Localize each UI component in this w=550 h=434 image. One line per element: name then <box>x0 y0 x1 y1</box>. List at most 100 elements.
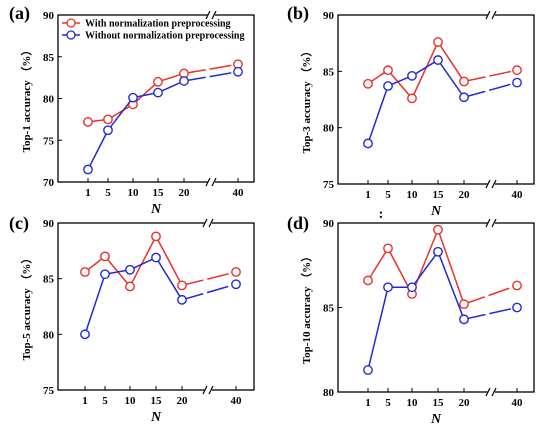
data-point <box>383 65 393 76</box>
data-point <box>151 231 161 242</box>
axis-break-mark <box>485 179 491 189</box>
x-tick-label: 15 <box>153 187 165 199</box>
x-tick-label: 40 <box>512 189 524 201</box>
data-point <box>103 125 113 136</box>
y-tick-label: 70 <box>43 177 55 189</box>
x-tick-label: 10 <box>125 395 137 407</box>
x-tick-label: 20 <box>177 395 189 407</box>
series-line-segment <box>463 306 518 321</box>
data-point <box>83 116 93 127</box>
data-point <box>433 224 443 235</box>
x-tick-label: 15 <box>433 189 445 201</box>
y-axis-label: Top-10 accuracy （%） <box>300 251 313 364</box>
series-without-normalization <box>363 246 522 375</box>
series-with-normalization <box>363 224 522 310</box>
data-point <box>83 164 93 175</box>
x-tick-label: 5 <box>385 397 391 409</box>
data-point <box>233 66 243 77</box>
axis-break-mark <box>211 10 217 20</box>
axis-break-mark <box>208 385 214 395</box>
x-tick-label: 5 <box>385 189 391 201</box>
x-tick-label: 5 <box>105 187 111 199</box>
x-tick-label: 15 <box>433 397 445 409</box>
data-point <box>383 282 393 293</box>
series-line-segment <box>183 63 239 75</box>
axis-break-gap <box>488 388 495 396</box>
series-line-segment <box>387 69 413 99</box>
data-point <box>363 275 373 286</box>
data-point <box>100 251 110 262</box>
data-point <box>407 70 417 81</box>
series-line-segment <box>181 271 237 287</box>
data-point <box>512 65 522 76</box>
x-tick-label: 10 <box>128 187 140 199</box>
series-line-segment <box>367 85 389 144</box>
x-tick-label: 10 <box>407 397 419 409</box>
series-line-segment <box>411 229 439 295</box>
x-axis-label: N <box>430 412 442 427</box>
series-with-normalization <box>363 37 522 104</box>
x-tick-label: 5 <box>102 395 108 407</box>
series-line-segment <box>129 236 157 287</box>
data-point <box>433 55 443 65</box>
y-tick-label: 90 <box>43 218 55 230</box>
data-point <box>179 76 189 86</box>
x-tick-label: 40 <box>512 397 524 409</box>
x-tick-label: 1 <box>85 187 91 199</box>
y-tick-label: 75 <box>43 135 55 147</box>
series-with-normalization <box>83 59 243 127</box>
axis-break-gap <box>488 11 495 19</box>
data-point <box>153 87 163 98</box>
data-point <box>512 77 522 88</box>
series-line-segment <box>411 251 439 288</box>
axis-break-mark <box>485 10 491 20</box>
legend-entry: With normalization preprocessing <box>85 19 231 30</box>
x-tick-label: 10 <box>407 189 419 201</box>
series-line-segment <box>367 247 389 281</box>
data-point <box>512 280 522 291</box>
series-line-segment <box>411 41 439 99</box>
axis-break-mark <box>205 10 211 20</box>
data-point <box>407 93 417 104</box>
data-point <box>151 252 161 263</box>
axis-break-mark <box>205 177 211 187</box>
data-point <box>103 114 113 125</box>
data-point <box>383 81 393 91</box>
data-point <box>128 92 138 103</box>
axis-break-mark <box>485 218 491 228</box>
data-point <box>363 138 373 149</box>
y-tick-label: 80 <box>323 387 335 399</box>
y-tick-label: 80 <box>323 123 335 135</box>
x-tick-label: 15 <box>151 395 163 407</box>
axis-break-gap <box>208 178 215 186</box>
data-point <box>80 267 90 277</box>
panel-label: (b) <box>287 3 309 24</box>
data-point <box>363 365 373 375</box>
data-point <box>407 282 417 293</box>
axis-break-gap <box>488 219 495 227</box>
data-point <box>125 281 135 292</box>
data-point <box>433 246 443 257</box>
axis-break-mark <box>202 385 208 395</box>
axis-break-mark <box>491 179 497 189</box>
axis-break-gap <box>205 219 212 227</box>
y-tick-label: 85 <box>43 52 55 64</box>
y-tick-label: 80 <box>43 94 55 106</box>
data-point <box>231 267 241 277</box>
axis-break-gap <box>488 180 495 188</box>
axis-break-mark <box>491 10 497 20</box>
y-axis-label: Top-1 accuracy （%） <box>20 45 33 153</box>
series-line-segment <box>463 69 518 83</box>
x-axis-label: N <box>150 410 162 425</box>
series-line-segment <box>367 287 389 371</box>
x-tick-label: 1 <box>365 397 371 409</box>
series-line-segment <box>437 41 465 82</box>
plot-frame <box>337 14 535 185</box>
x-axis-label: N <box>150 202 162 217</box>
panel-label: (a) <box>9 3 30 24</box>
axis-break-gap <box>205 386 212 394</box>
y-axis-label: Top-5 accuracy （%） <box>20 253 33 361</box>
axis-break-gap <box>208 11 215 19</box>
